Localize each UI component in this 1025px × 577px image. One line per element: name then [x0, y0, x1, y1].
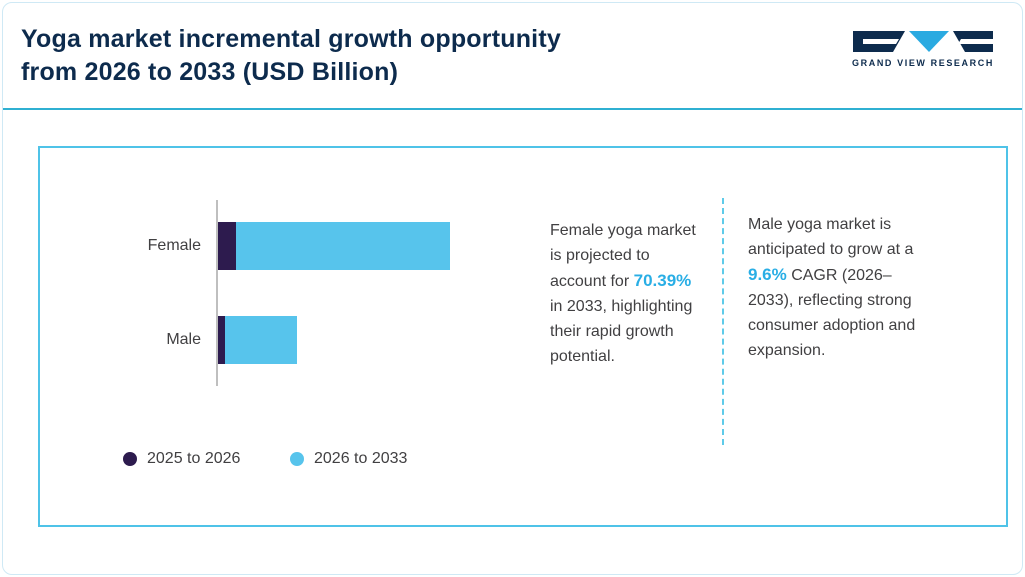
category-label-male: Male — [166, 331, 201, 348]
female-annotation: Female yoga market is projected to accou… — [550, 218, 702, 369]
legend-label-2026-2033: 2026 to 2033 — [314, 450, 408, 467]
female-annotation-highlight: 70.39% — [633, 271, 692, 290]
bar-row-male — [218, 316, 458, 364]
legend-item-2025-2026: 2025 to 2026 — [123, 450, 240, 468]
bar-segment-male-2025-2026 — [218, 316, 225, 364]
chart-card: Female Male 2025 to 2026 2026 to 2033 Fe… — [38, 146, 1008, 527]
chart-title: Yoga market incremental growth opportuni… — [21, 23, 561, 89]
male-annotation-pre: Male yoga market is anticipated to grow … — [748, 216, 914, 258]
bar-segment-male-2026-2033 — [224, 316, 297, 364]
legend-dot-blue — [290, 452, 304, 466]
female-annotation-pre: Female yoga market is projected to accou… — [550, 222, 696, 290]
male-annotation-highlight: 9.6% — [748, 265, 787, 284]
bar-segment-female-2025-2026 — [218, 222, 236, 270]
dashed-divider — [722, 198, 724, 445]
header: Yoga market incremental growth opportuni… — [3, 3, 1022, 110]
gvr-logo-icon — [852, 31, 994, 53]
grand-view-research-logo: GRAND VIEW RESEARCH — [852, 31, 994, 68]
category-label-female: Female — [147, 237, 201, 254]
bar-row-female — [218, 222, 458, 270]
legend-label-2025-2026: 2025 to 2026 — [147, 450, 241, 467]
male-annotation: Male yoga market is anticipated to grow … — [748, 212, 932, 363]
legend-dot-purple — [123, 452, 137, 466]
header-divider-line — [3, 108, 1022, 110]
chart-title-line1: Yoga market incremental growth opportuni… — [21, 25, 561, 53]
chart-title-line2: from 2026 to 2033 (USD Billion) — [21, 58, 399, 86]
female-annotation-post: in 2033, highlighting their rapid growth… — [550, 298, 693, 365]
chart-y-axis-line — [216, 200, 218, 386]
gvr-logo-text: GRAND VIEW RESEARCH — [852, 58, 994, 68]
bar-segment-female-2026-2033 — [236, 222, 450, 270]
legend-item-2026-2033: 2026 to 2033 — [290, 450, 407, 468]
male-annotation-post: CAGR (2026–2033), reflecting strong cons… — [748, 267, 916, 359]
